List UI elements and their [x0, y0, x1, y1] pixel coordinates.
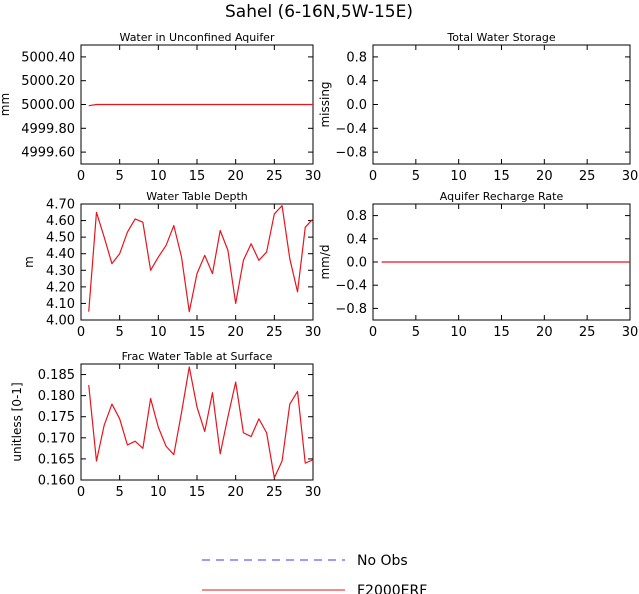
y-axis-label: m — [22, 256, 36, 268]
x-tick-label: 5 — [412, 169, 420, 184]
x-tick-label: 20 — [227, 169, 244, 184]
x-tick-label: 15 — [493, 169, 510, 184]
panel-water-table-depth: Water Table Depth m 0 5 10 15 20 25 30 4.00 4.10 4.… — [22, 190, 321, 340]
x-tick-label: 5 — [412, 325, 420, 340]
panel-total-water-storage: Total Water Storage missing 0 5 10 15 20 25 30 −0… — [318, 31, 638, 184]
y-axis-label: mm/d — [318, 244, 332, 279]
panel-title: Water in Unconfined Aquifer — [120, 31, 275, 44]
y-tick-label: 4.40 — [46, 247, 75, 262]
x-tick-label: 5 — [116, 485, 124, 500]
panel-title: Frac Water Table at Surface — [122, 350, 273, 363]
y-tick-label: 4.30 — [46, 264, 75, 279]
panel-aquifer-recharge-rate: Aquifer Recharge Rate mm/d 0 5 10 15 20 25 30 −0.… — [318, 190, 638, 340]
x-tick-label: 0 — [77, 169, 85, 184]
y-tick-label: 4.60 — [46, 214, 75, 229]
y-tick-label: 4.00 — [46, 314, 75, 329]
x-tick-label: 15 — [189, 485, 206, 500]
series-line-f2000erf — [88, 103, 313, 107]
x-tick-label: 30 — [622, 325, 639, 340]
panel-title: Aquifer Recharge Rate — [440, 190, 564, 203]
x-tick-label: 30 — [305, 169, 322, 184]
y-tick-label: 0.160 — [38, 474, 75, 489]
x-tick-label: 25 — [579, 325, 596, 340]
x-tick-label: 10 — [150, 325, 167, 340]
y-tick-label: 0.0 — [346, 256, 367, 271]
x-tick-label: 10 — [150, 169, 167, 184]
x-tick-label: 15 — [189, 325, 206, 340]
y-tick-label: 0.4 — [346, 74, 367, 89]
legend-label: F2000ERF — [357, 583, 427, 594]
y-tick-label: 0.0 — [346, 98, 367, 113]
series-line-f2000erf — [88, 366, 314, 479]
x-tick-label: 20 — [536, 325, 553, 340]
plot-frame — [372, 44, 631, 165]
y-tick-label: 5000.00 — [21, 98, 75, 113]
panel-title: Water Table Depth — [146, 190, 247, 203]
y-tick-label: −0.4 — [335, 279, 367, 294]
plot-frame — [80, 203, 314, 321]
x-tick-label: 30 — [305, 485, 322, 500]
x-tick-label: 25 — [266, 485, 283, 500]
y-tick-label: 4999.80 — [21, 122, 75, 137]
legend: No Obs F2000ERF — [202, 553, 427, 594]
x-tick-label: 20 — [227, 325, 244, 340]
y-tick-label: 5000.20 — [21, 74, 75, 89]
x-tick-label: 0 — [77, 325, 85, 340]
y-tick-label: 4.50 — [46, 231, 75, 246]
y-tick-label: 0.170 — [38, 431, 75, 446]
x-tick-label: 5 — [116, 325, 124, 340]
x-tick-label: 0 — [369, 169, 377, 184]
y-axis-label: missing — [318, 81, 332, 127]
y-tick-label: 0.8 — [346, 209, 367, 224]
panel-frac-water-table-at-surface: Frac Water Table at Surface unitless [0-1… — [10, 350, 321, 500]
panel-title: Total Water Storage — [446, 31, 555, 44]
x-tick-label: 10 — [150, 485, 167, 500]
y-tick-label: 5000.40 — [21, 50, 75, 65]
y-tick-label: −0.8 — [335, 302, 367, 317]
x-tick-label: 30 — [305, 325, 322, 340]
y-tick-label: 0.8 — [346, 50, 367, 65]
y-tick-label: 4999.60 — [21, 146, 75, 161]
x-tick-label: 20 — [227, 485, 244, 500]
x-tick-label: 10 — [450, 169, 467, 184]
x-tick-label: 10 — [450, 325, 467, 340]
x-tick-label: 5 — [116, 169, 124, 184]
y-tick-label: 4.70 — [46, 198, 75, 213]
y-axis-label: mm — [0, 93, 12, 116]
y-tick-label: −0.8 — [335, 146, 367, 161]
y-tick-label: 4.20 — [46, 280, 75, 295]
y-tick-label: 0.165 — [38, 452, 75, 467]
x-tick-label: 15 — [189, 169, 206, 184]
series-line-f2000erf — [88, 205, 314, 313]
x-tick-label: 15 — [493, 325, 510, 340]
x-tick-label: 25 — [266, 325, 283, 340]
y-tick-label: 0.4 — [346, 232, 367, 247]
x-tick-label: 0 — [77, 485, 85, 500]
panel-water-in-unconfined-aquifer: Water in Unconfined Aquifer mm 0 5 10 15 20 25 3… — [0, 31, 321, 184]
y-tick-label: 0.180 — [38, 389, 75, 404]
x-tick-label: 25 — [266, 169, 283, 184]
plot-frame — [80, 363, 314, 481]
x-tick-label: 20 — [536, 169, 553, 184]
y-tick-label: 0.185 — [38, 368, 75, 383]
legend-label: No Obs — [357, 553, 408, 569]
x-tick-label: 0 — [369, 325, 377, 340]
x-tick-label: 25 — [579, 169, 596, 184]
main-title: Sahel (6-16N,5W-15E) — [225, 2, 413, 22]
y-tick-label: 4.10 — [46, 297, 75, 312]
y-axis-label: unitless [0-1] — [10, 382, 24, 461]
y-tick-label: 0.175 — [38, 410, 75, 425]
y-tick-label: −0.4 — [335, 122, 367, 137]
x-tick-label: 30 — [622, 169, 639, 184]
